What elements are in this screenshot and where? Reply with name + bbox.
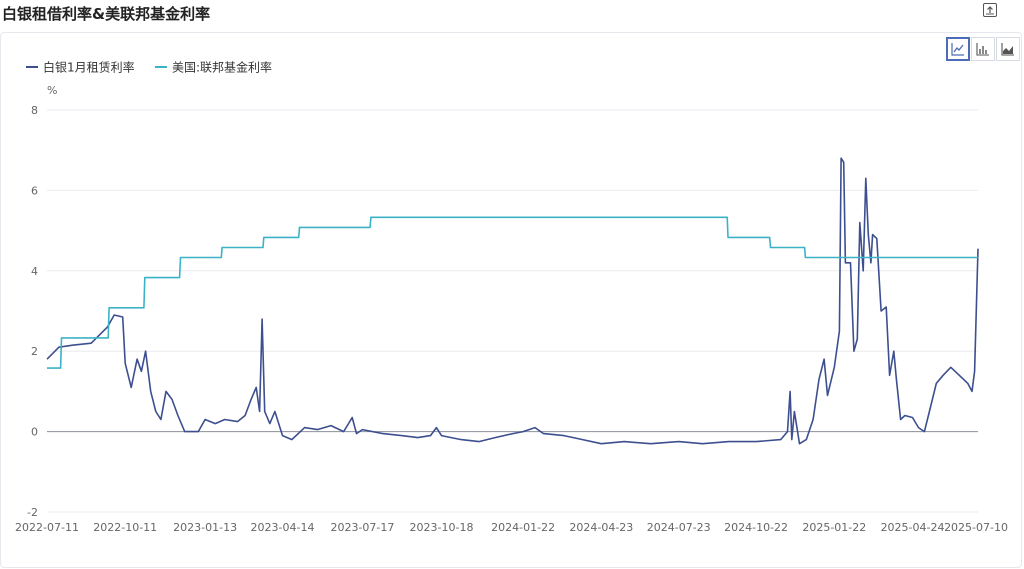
series-line-silver-lease-rate[interactable] (46, 157, 979, 445)
y-axis-unit: % (47, 84, 57, 97)
x-tick-label: 2025-04-24 (881, 521, 945, 534)
x-tick-label: 2022-07-11 (15, 521, 79, 534)
x-tick-label: 2022-10-11 (93, 521, 157, 534)
line-chart-icon (951, 43, 964, 56)
area-chart-icon (1001, 43, 1014, 56)
area-chart-switch[interactable] (996, 37, 1020, 61)
chart-panel (0, 32, 1022, 568)
y-tick-label: 4 (31, 265, 38, 278)
legend-label: 美国:联邦基金利率 (172, 60, 272, 75)
bar-chart-switch[interactable] (971, 37, 995, 61)
x-tick-label: 2025-07-10 (944, 521, 1008, 534)
page-title: 白银租借利率&美联邦基金利率 (2, 5, 211, 23)
x-tick-label: 2024-04-23 (569, 521, 633, 534)
x-tick-label: 2024-07-23 (647, 521, 711, 534)
x-tick-label: 2025-01-22 (802, 521, 866, 534)
series-line-fed-funds-rate[interactable] (47, 216, 978, 369)
legend-item-silver-lease-rate[interactable]: 白银1月租赁利率 (26, 60, 135, 75)
x-tick-label: 2023-04-14 (251, 521, 315, 534)
y-tick-label: 0 (31, 426, 38, 439)
legend-label: 白银1月租赁利率 (43, 60, 135, 75)
y-tick-label: 8 (31, 104, 38, 117)
x-tick-label: 2024-10-22 (724, 521, 788, 534)
export-icon[interactable] (983, 3, 997, 17)
y-tick-label: -2 (27, 506, 38, 519)
y-tick-label: 2 (31, 345, 38, 358)
x-tick-label: 2023-10-18 (410, 521, 474, 534)
legend-item-fed-funds-rate[interactable]: 美国:联邦基金利率 (155, 60, 272, 75)
x-tick-label: 2024-01-22 (491, 521, 555, 534)
x-tick-label: 2023-01-13 (173, 521, 237, 534)
y-tick-label: 6 (31, 184, 38, 197)
x-tick-label: 2023-07-17 (330, 521, 394, 534)
line-chart-switch[interactable] (946, 37, 970, 61)
bar-chart-icon (976, 43, 989, 56)
